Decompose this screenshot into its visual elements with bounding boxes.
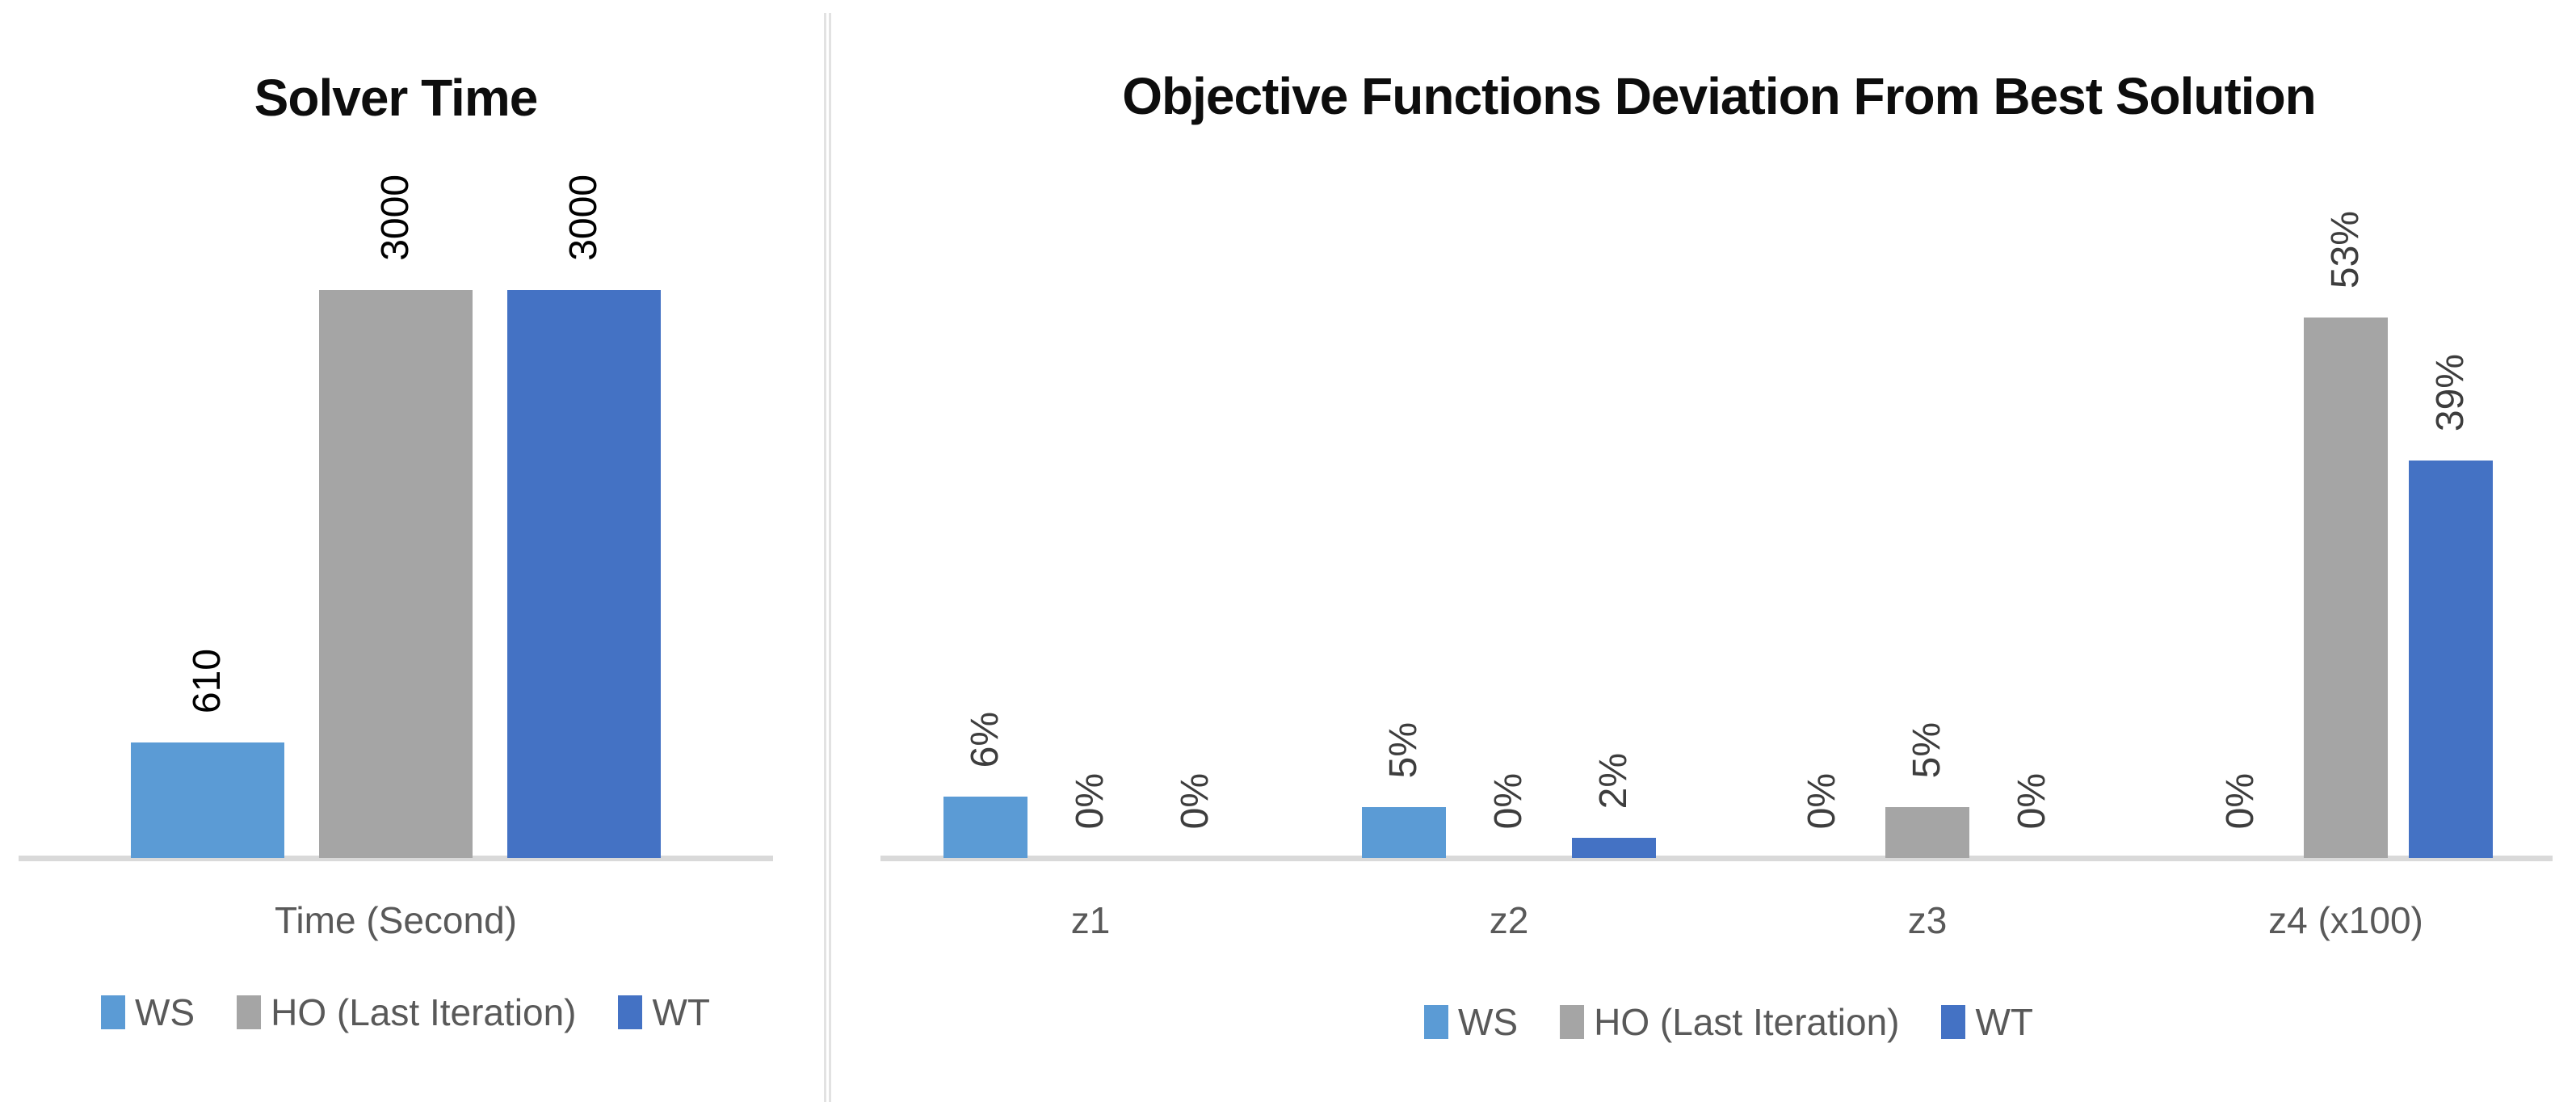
data-label: 53% — [2324, 210, 2367, 288]
legend-label: WT — [1975, 1001, 2033, 1043]
category-label: z1 — [1070, 899, 1111, 941]
bar-ho-z3 — [1885, 807, 1969, 858]
chart-title: Solver Time — [254, 69, 539, 127]
legend: WS HO (Last Iteration) WT — [101, 991, 710, 1034]
data-label: 5% — [1906, 721, 1948, 778]
category-label: z4 (x100) — [2268, 899, 2423, 941]
plot-area: z1 6% 0% 0% z2 5% 0% 2% z3 0% 5% 0% z4 (x100) 0% 53% 39… — [832, 0, 2576, 1102]
chart-solver-time: Solver Time Time (Second) 610 3000 3000 WS HO… — [0, 0, 826, 1102]
data-label: 3000 — [374, 175, 417, 261]
legend-item-ws: WS — [101, 991, 195, 1034]
legend-label: HO (Last Iteration) — [1594, 1001, 1900, 1043]
bar-ho-Time — [319, 290, 473, 858]
legend-marker-icon — [618, 995, 643, 1029]
data-label: 610 — [186, 648, 229, 713]
legend: WS HO (Last Iteration) WT — [1424, 1000, 2033, 1044]
legend-marker-icon — [101, 995, 126, 1029]
bar-ws-z1 — [943, 797, 1027, 858]
legend-label: WS — [135, 991, 195, 1033]
chart-divider-line-left — [824, 13, 826, 1102]
legend-marker-icon — [1424, 1005, 1449, 1039]
data-label: 2% — [1592, 752, 1635, 809]
bar-wt-z4 — [2409, 461, 2493, 858]
legend-marker-icon — [1560, 1005, 1585, 1039]
legend-item-wt: WT — [1941, 1000, 2033, 1044]
legend-label: WT — [652, 991, 710, 1033]
data-label: 0% — [1801, 772, 1843, 829]
data-label: 0% — [1487, 772, 1530, 829]
data-label: 6% — [964, 711, 1006, 768]
bar-wt-z2 — [1572, 838, 1656, 858]
legend-item-ws: WS — [1424, 1000, 1518, 1044]
category-label: Time (Second) — [275, 899, 517, 941]
bar-wt-Time — [507, 290, 661, 858]
plot-area: Time (Second) 610 3000 3000 WS HO (Last Itera… — [0, 0, 826, 1102]
chart-title: Objective Functions Deviation From Best … — [1122, 67, 2316, 125]
legend-item-wt: WT — [618, 991, 710, 1034]
bar-ho-z4 — [2304, 318, 2388, 858]
category-label: z3 — [1907, 899, 1948, 941]
data-label: 0% — [2219, 772, 2262, 829]
legend-item-ho: HO (Last Iteration) — [237, 991, 576, 1034]
legend-marker-icon — [237, 995, 262, 1029]
legend-marker-icon — [1941, 1005, 1966, 1039]
bar-ws-Time — [131, 742, 284, 858]
data-label: 0% — [1069, 772, 1112, 829]
legend-label: HO (Last Iteration) — [271, 991, 577, 1033]
data-label: 0% — [1174, 772, 1217, 829]
data-label: 3000 — [562, 175, 605, 261]
data-label: 0% — [2011, 772, 2053, 829]
legend-item-ho: HO (Last Iteration) — [1560, 1000, 1899, 1044]
legend-label: WS — [1458, 1001, 1519, 1043]
chart-divider-line-right — [829, 13, 831, 1102]
data-label: 39% — [2429, 353, 2472, 431]
x-axis-line — [880, 856, 2553, 861]
chart-objective-deviation: Objective Functions Deviation From Best … — [832, 0, 2576, 1102]
x-axis-line — [19, 856, 773, 861]
bar-ws-z2 — [1362, 807, 1446, 858]
category-label: z2 — [1489, 899, 1529, 941]
data-label: 5% — [1382, 721, 1425, 778]
